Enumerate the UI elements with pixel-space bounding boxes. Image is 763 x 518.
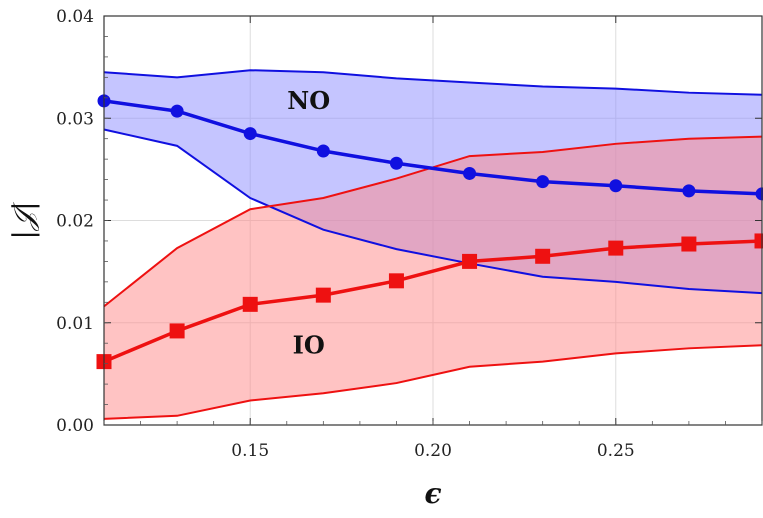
series-markers [96, 94, 763, 370]
x-tick-label: 0.15 [231, 441, 269, 461]
point-no [243, 127, 257, 141]
band-lower-edge-no [103, 128, 763, 295]
y-tick-label: 0.04 [56, 7, 94, 27]
point-no [682, 184, 696, 198]
point-io [388, 273, 404, 289]
point-io [169, 323, 185, 339]
annotations: NO IO [287, 86, 330, 359]
annotation-io: IO [293, 330, 325, 359]
point-io [242, 296, 258, 312]
axis-ticks [103, 15, 763, 426]
y-axis-title: |𝒥| [7, 201, 40, 239]
y-tick-label: 0.01 [56, 314, 94, 334]
annotation-no: NO [287, 86, 330, 115]
point-io [315, 287, 331, 303]
y-tick-label: 0.03 [56, 109, 94, 129]
band-lower-edge-io [103, 344, 763, 420]
point-io [535, 248, 551, 264]
series-lines [103, 99, 763, 364]
band-upper-edge-no [103, 69, 763, 96]
x-tick-label: 0.25 [597, 441, 635, 461]
x-axis-title: ϵ [424, 477, 441, 510]
point-io [608, 240, 624, 256]
point-no [755, 187, 763, 201]
point-no [316, 144, 330, 158]
point-no [536, 175, 550, 189]
point-io [754, 233, 763, 249]
series-line-io [103, 239, 763, 364]
tick-labels: 0.15 0.20 0.25 0.00 0.01 0.02 0.03 0.04 [56, 7, 635, 461]
y-tick-label: 0.00 [56, 416, 94, 436]
y-tick-label: 0.02 [56, 212, 94, 232]
point-no [463, 166, 477, 180]
point-no [389, 156, 403, 170]
point-io [462, 253, 478, 269]
x-tick-label: 0.20 [414, 441, 452, 461]
point-no [609, 179, 623, 193]
point-no [170, 104, 184, 118]
point-io [681, 236, 697, 252]
series-line-no [103, 99, 763, 196]
